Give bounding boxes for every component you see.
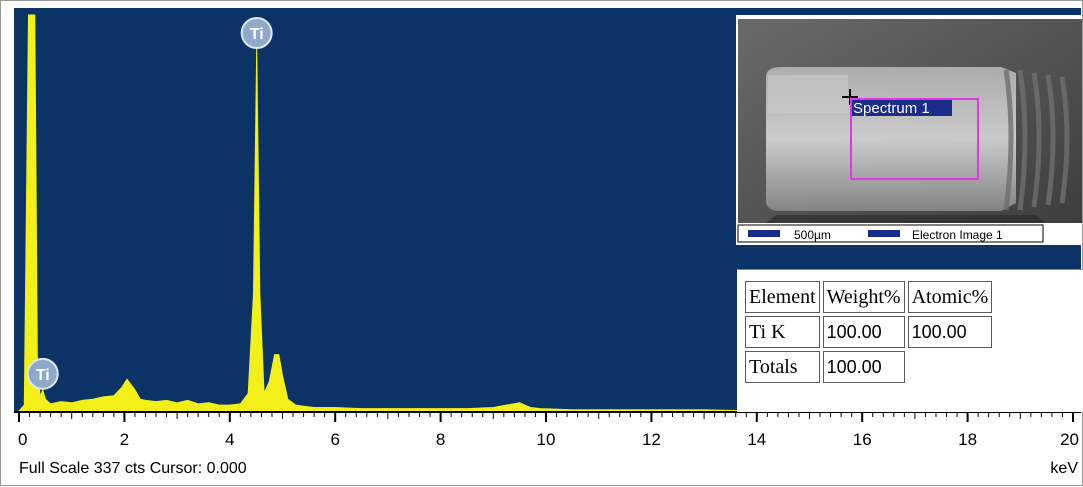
totals-label: Totals <box>745 351 820 383</box>
x-tick-label-16: 16 <box>853 430 872 449</box>
scale-bar-right <box>868 230 900 237</box>
peak-badge-0 <box>26 357 59 390</box>
header-element: Element <box>745 281 820 313</box>
x-axis-unit: keV <box>1050 460 1078 477</box>
full-scale-status: Full Scale 337 cts Cursor: 0.000 <box>19 460 247 477</box>
totals-row: Totals 100.00 <box>745 351 993 383</box>
x-axis-ticks: 0 2 4 6 8 10 12 14 16 18 20 <box>18 412 1079 449</box>
peak-label-1: Ti <box>250 26 264 43</box>
spectrum-roi-box[interactable] <box>850 98 979 180</box>
spectrum-roi-label: Spectrum 1 <box>853 100 930 117</box>
axis-area <box>14 411 1081 483</box>
scale-bar-label: 500µm <box>794 228 831 242</box>
header-atomic: Atomic% <box>907 281 993 313</box>
x-tick-label-12: 12 <box>642 430 661 449</box>
header-weight: Weight% <box>822 281 905 313</box>
table-header-row: Element Weight% Atomic% <box>745 281 993 313</box>
peak-badge-1 <box>240 17 273 49</box>
cell-atomic: 100.00 <box>907 316 993 348</box>
x-tick-label-14: 14 <box>747 430 766 449</box>
electron-image[interactable]: Spectrum 1 500µm Electron Image 1 <box>736 15 1082 245</box>
peak-label-0: Ti <box>36 367 50 384</box>
x-tick-label-20: 20 <box>1060 430 1079 449</box>
cell-element: Ti K <box>745 316 820 348</box>
implant-head <box>768 75 848 113</box>
x-tick-label-2: 2 <box>120 430 129 449</box>
x-tick-label-0: 0 <box>18 430 27 449</box>
x-tick-label-4: 4 <box>225 430 234 449</box>
x-tick-label-18: 18 <box>958 430 977 449</box>
x-tick-label-8: 8 <box>436 430 445 449</box>
x-tick-label-6: 6 <box>330 430 339 449</box>
spectrum-label-badge <box>850 99 952 116</box>
quant-results-panel: Element Weight% Atomic% Ti K 100.00 100.… <box>737 269 1083 412</box>
spectrum-layer <box>17 14 757 412</box>
x-tick-label-10: 10 <box>537 430 556 449</box>
electron-image-label: Electron Image 1 <box>912 228 1003 242</box>
table-row: Ti K 100.00 100.00 <box>745 316 993 348</box>
peak-label-layer: Ti Ti <box>26 17 273 390</box>
cell-weight: 100.00 <box>822 316 905 348</box>
implant-shadow <box>766 215 1046 223</box>
totals-value: 100.00 <box>822 351 905 383</box>
electron-image-panel: Spectrum 1 500µm Electron Image 1 <box>736 15 1082 245</box>
implant-threads <box>1003 69 1070 211</box>
scale-bar-left <box>748 230 780 237</box>
results-table: Element Weight% Atomic% Ti K 100.00 100.… <box>742 278 995 386</box>
spectrum-series <box>17 14 757 412</box>
